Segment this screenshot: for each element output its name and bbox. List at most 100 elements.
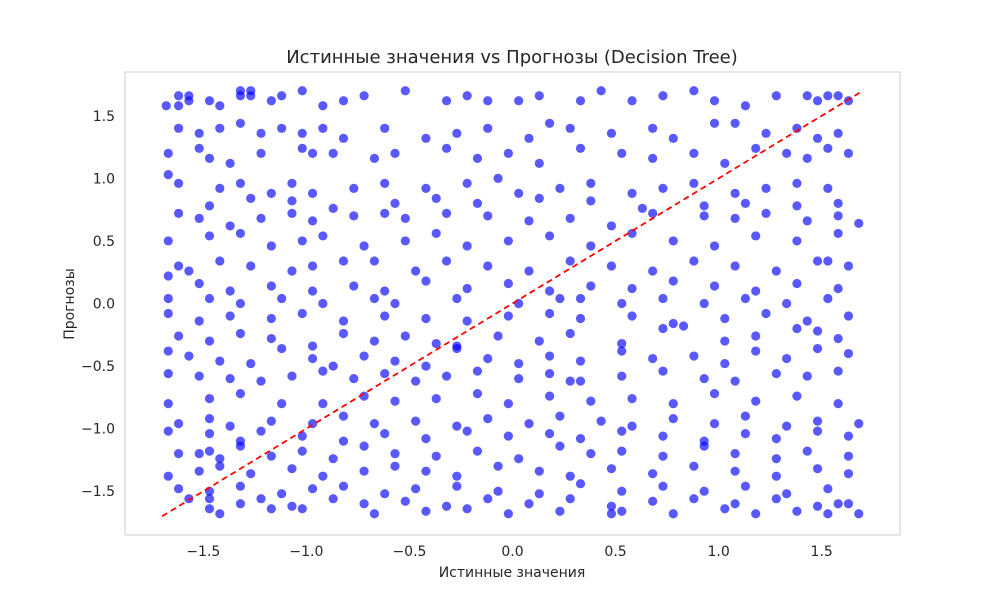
chart-title: Истинные значения vs Прогнозы (Decision … <box>286 47 738 68</box>
data-point <box>575 293 586 304</box>
data-point <box>277 91 287 101</box>
data-point <box>204 293 215 304</box>
data-point <box>369 509 380 519</box>
data-point <box>369 336 380 346</box>
data-point <box>514 454 524 464</box>
data-point <box>338 316 349 326</box>
data-point <box>246 261 256 271</box>
data-point <box>524 133 534 143</box>
data-point <box>161 101 171 111</box>
data-point <box>390 449 400 459</box>
data-point <box>658 293 668 304</box>
data-point <box>545 351 555 361</box>
data-point <box>215 461 225 471</box>
y-tick-label: −1.5 <box>81 484 115 500</box>
data-point <box>668 276 678 286</box>
data-point <box>586 281 596 291</box>
data-point <box>709 118 720 128</box>
data-point <box>173 208 184 219</box>
data-point <box>194 316 204 326</box>
data-point <box>823 183 833 193</box>
data-point <box>545 368 555 379</box>
data-point <box>823 509 833 519</box>
data-point <box>349 211 359 221</box>
data-point <box>699 441 709 451</box>
data-point <box>792 323 802 334</box>
data-point <box>462 178 472 188</box>
data-point <box>689 494 699 504</box>
data-point <box>627 421 637 431</box>
data-point <box>627 283 637 294</box>
data-point <box>472 366 483 376</box>
data-point <box>802 371 812 381</box>
data-point <box>235 298 246 309</box>
data-point <box>823 256 833 266</box>
data-point <box>215 454 225 464</box>
data-point <box>441 501 452 511</box>
data-point <box>575 96 586 106</box>
data-point <box>699 201 709 211</box>
data-point <box>318 471 328 481</box>
data-point <box>204 446 215 456</box>
data-point <box>452 293 462 304</box>
data-point <box>452 421 462 431</box>
data-point <box>225 421 235 431</box>
data-point <box>380 178 390 188</box>
data-point <box>802 316 812 326</box>
data-point <box>534 158 544 168</box>
data-point <box>833 333 843 344</box>
data-point <box>215 183 225 193</box>
x-axis-label: Истинные значения <box>439 565 586 581</box>
data-point <box>163 308 173 319</box>
data-point <box>338 411 349 421</box>
data-point <box>338 256 349 266</box>
data-point <box>307 341 318 351</box>
data-point <box>225 373 235 384</box>
data-point <box>318 366 328 376</box>
data-point <box>318 298 328 309</box>
data-point <box>411 484 421 494</box>
data-point <box>833 399 843 409</box>
data-point <box>411 376 421 386</box>
data-point <box>658 91 668 101</box>
data-point <box>287 208 297 219</box>
data-point <box>730 499 740 509</box>
data-point <box>586 449 596 459</box>
data-point <box>380 489 390 499</box>
data-point <box>534 336 544 346</box>
data-point <box>812 464 823 474</box>
data-point <box>637 203 647 213</box>
data-point <box>689 256 699 266</box>
data-point <box>534 466 544 476</box>
data-point <box>163 346 173 356</box>
data-point <box>555 441 565 451</box>
axis-ticks: −1.5 −1.0 −0.5 0.0 0.5 1.0 1.5 −1.5 −1.0 −0.5 0.0 0… <box>81 109 833 560</box>
data-point <box>235 118 246 128</box>
data-point <box>751 231 761 241</box>
data-point <box>431 451 441 461</box>
data-point <box>277 489 287 499</box>
data-point <box>431 193 441 203</box>
data-point <box>740 481 751 491</box>
data-point <box>627 96 637 106</box>
data-point <box>575 434 586 444</box>
data-point <box>782 298 792 309</box>
y-tick-label: 1.0 <box>93 171 115 187</box>
data-point <box>287 371 297 381</box>
data-point <box>699 373 709 384</box>
data-point <box>545 286 555 296</box>
data-point <box>338 481 349 491</box>
data-point <box>627 188 637 198</box>
data-point <box>215 101 225 111</box>
data-point <box>235 178 246 188</box>
data-point <box>163 148 173 158</box>
data-point <box>792 391 802 401</box>
data-point <box>380 368 390 379</box>
data-point <box>297 143 307 153</box>
data-point <box>740 198 751 208</box>
data-point <box>194 213 204 224</box>
data-point <box>266 188 276 198</box>
data-point <box>565 256 575 266</box>
data-point <box>761 208 771 219</box>
data-point <box>565 213 575 224</box>
